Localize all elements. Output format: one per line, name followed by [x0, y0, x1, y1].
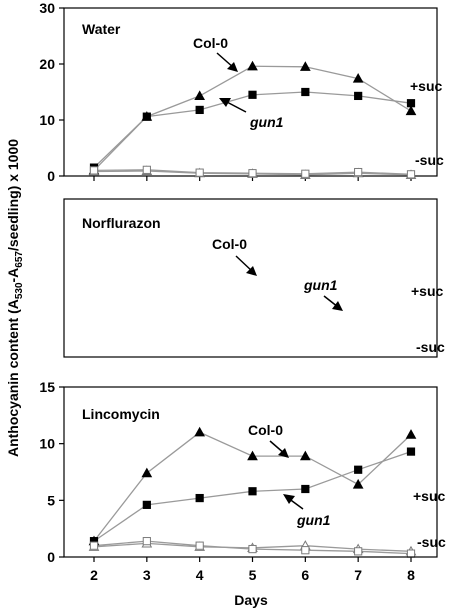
data-point-square — [354, 167, 363, 177]
data-point-triangle — [352, 73, 364, 83]
data-series — [88, 60, 417, 179]
col0-label: Col-0 — [248, 422, 283, 438]
data-point-square — [89, 541, 99, 550]
data-point-square — [301, 169, 310, 178]
y-tick-label: 30 — [39, 0, 55, 16]
minus-suc-label: -suc — [415, 152, 444, 168]
data-point-triangle — [194, 90, 206, 101]
gun1-label: gun1 — [303, 277, 338, 293]
data-point-square — [301, 484, 310, 494]
plus-suc-label: +suc — [410, 78, 443, 94]
plot-frame — [63, 386, 438, 558]
series-line — [93, 431, 412, 542]
minus-suc-label: -suc — [417, 534, 446, 550]
data-point-square — [195, 105, 204, 115]
data-point-triangle — [141, 467, 153, 478]
data-point-square — [89, 166, 99, 175]
data-point-square — [142, 112, 151, 121]
annotation-gun1: gun1 — [283, 494, 331, 528]
x-tick-label: 8 — [407, 567, 415, 583]
annotation-gun1: gun1 — [303, 277, 343, 311]
data-point-square — [195, 168, 204, 177]
data-point-square — [354, 547, 363, 556]
gun1-arrowhead — [283, 494, 295, 504]
data-point-triangle — [299, 450, 311, 461]
data-point-square — [248, 544, 257, 554]
x-tick-label: 7 — [354, 567, 362, 583]
panel-title: Lincomycin — [82, 406, 160, 422]
data-point-square — [406, 170, 416, 179]
col0-label: Col-0 — [212, 236, 247, 252]
data-point-square — [354, 91, 363, 101]
data-series — [88, 426, 417, 558]
data-point-triangle — [194, 426, 206, 437]
data-point-triangle — [405, 429, 417, 439]
panel-lincomycin: Lincomycin Col-0 gun1 +suc -suc — [63, 386, 446, 558]
x-tick-label: 3 — [143, 567, 151, 583]
data-point-square — [195, 493, 204, 503]
data-point-triangle — [352, 478, 364, 489]
series-line — [93, 450, 412, 542]
data-point-square — [195, 541, 204, 550]
gun1-label: gun1 — [249, 114, 284, 130]
data-point-triangle — [405, 105, 417, 116]
data-point-square — [142, 537, 151, 546]
data-point-square — [142, 500, 151, 509]
panel-title: Norflurazon — [82, 215, 161, 231]
y-tick-label: 5 — [47, 492, 55, 508]
gun1-arrowhead — [332, 301, 343, 311]
x-tick-label: 5 — [249, 567, 257, 583]
data-point-triangle — [247, 450, 258, 461]
x-tick-label: 4 — [196, 567, 204, 583]
data-point-square — [248, 90, 257, 99]
y-tick-label: 20 — [39, 56, 55, 72]
data-point-triangle — [299, 61, 311, 71]
annotation-gun1: gun1 — [219, 98, 284, 130]
y-tick-label: 10 — [39, 436, 55, 452]
data-point-square — [248, 487, 257, 496]
data-point-square — [301, 546, 310, 555]
col0-arrowhead — [227, 62, 238, 72]
col0-label: Col-0 — [193, 35, 228, 51]
annotation-col0: Col-0 — [248, 422, 289, 458]
panel-norflurazon: 0 5 10 15 Norflurazon Col-0 gun1 +suc -suc — [39, 198, 445, 565]
col0-arrowhead — [278, 448, 289, 458]
data-point-square — [142, 165, 151, 174]
panel-water: 0 10 20 30 Water Col-0 gun1 +suc -suc — [39, 0, 444, 184]
annotation-col0: Col-0 — [193, 35, 238, 72]
x-tick-label: 2 — [90, 567, 98, 583]
data-point-square — [354, 465, 363, 474]
gun1-arrow — [224, 100, 247, 113]
data-point-square — [406, 549, 416, 558]
minus-suc-label: -suc — [416, 339, 445, 355]
plus-suc-label: +suc — [411, 283, 444, 299]
gun1-arrowhead — [219, 98, 231, 107]
data-point-square — [301, 87, 310, 97]
y-tick-label: 10 — [39, 112, 55, 128]
y-tick-label: 0 — [47, 549, 55, 565]
col0-arrowhead — [246, 266, 257, 276]
x-axis-label: Days — [234, 592, 268, 608]
y-tick-label: 0 — [47, 168, 55, 184]
data-point-square — [248, 169, 257, 178]
gun1-label: gun1 — [296, 512, 331, 528]
y-ticks: 0 5 10 15 — [39, 379, 412, 565]
x-ticks: 2 3 4 5 6 7 8 — [90, 567, 415, 583]
data-point-square — [406, 99, 416, 108]
panel-title: Water — [82, 21, 121, 37]
y-tick-label: 15 — [39, 379, 55, 395]
x-tick-label: 6 — [301, 567, 309, 583]
plus-suc-label: +suc — [413, 488, 446, 504]
data-point-triangle — [247, 60, 258, 71]
data-point-square — [406, 447, 416, 456]
annotation-col0: Col-0 — [212, 236, 257, 276]
plot-frame — [63, 198, 438, 358]
y-axis-label: Anthocyanin content (A530-A657/seedling)… — [5, 139, 25, 457]
